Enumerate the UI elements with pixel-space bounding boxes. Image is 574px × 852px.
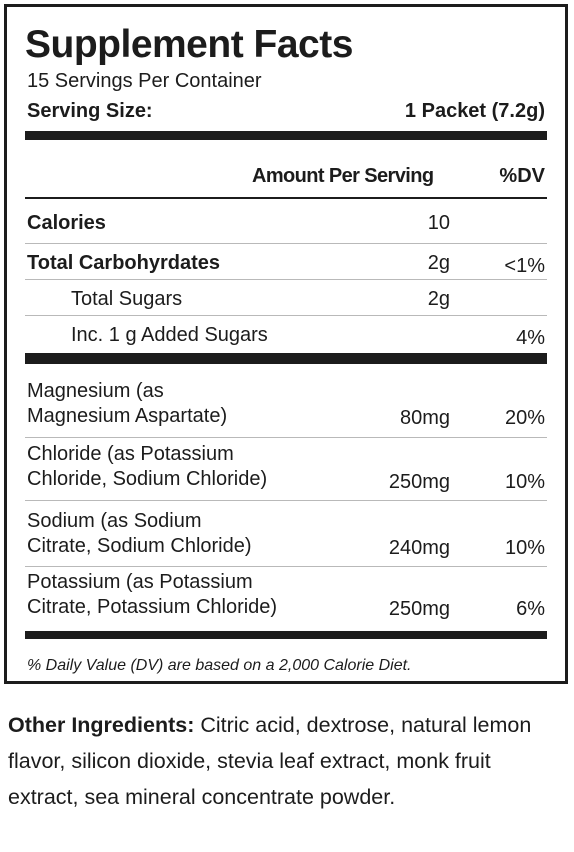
other-ingredients-text: Citric acid, dextrose, natural lemon fla… <box>8 713 532 809</box>
mineral-potassium-line2: Citrate, Potassium Chloride) <box>27 596 278 618</box>
divider-thin <box>25 243 547 244</box>
divider-thick <box>25 131 547 140</box>
mineral-sodium-amount: 240mg <box>388 537 450 559</box>
mineral-potassium-amount: 250mg <box>388 598 450 620</box>
mineral-chloride-line1: Chloride (as Potassium <box>27 443 234 465</box>
row-carbs-amount: 2g <box>427 252 450 274</box>
mineral-sodium-dv: 10% <box>504 537 545 559</box>
row-added-sugars-dv: 4% <box>516 327 545 349</box>
divider-thin <box>25 500 547 501</box>
row-sugars-amount: 2g <box>427 288 450 310</box>
panel-title: Supplement Facts <box>25 23 353 66</box>
row-carbs-dv: <1% <box>504 255 545 277</box>
row-calories-amount: 10 <box>427 212 450 234</box>
mineral-chloride-line2: Chloride, Sodium Chloride) <box>27 468 268 490</box>
mineral-potassium-line1: Potassium (as Potassium <box>27 571 253 593</box>
divider-thick <box>25 353 547 364</box>
servings-per-container: 15 Servings Per Container <box>27 70 262 92</box>
supplement-facts-panel: Supplement Facts 15 Servings Per Contain… <box>4 4 568 684</box>
row-sugars-name: Total Sugars <box>71 288 183 310</box>
divider-thin <box>25 315 547 316</box>
mineral-magnesium-dv: 20% <box>504 407 545 429</box>
mineral-chloride-amount: 250mg <box>388 471 450 493</box>
mineral-chloride-dv: 10% <box>504 471 545 493</box>
divider-thin <box>25 279 547 280</box>
divider-thin <box>25 566 547 567</box>
divider-thin <box>25 437 547 438</box>
daily-value-footnote: % Daily Value (DV) are based on a 2,000 … <box>27 657 412 674</box>
row-carbs-name: Total Carbohyrdates <box>27 252 220 274</box>
other-ingredients: Other Ingredients: Citric acid, dextrose… <box>8 707 564 815</box>
serving-size-value: 1 Packet (7.2g) <box>404 100 545 122</box>
dv-header: %DV <box>499 165 545 187</box>
row-calories-name: Calories <box>27 212 106 234</box>
mineral-sodium-line2: Citrate, Sodium Chloride) <box>27 535 252 557</box>
amount-per-serving-header: Amount Per Serving <box>252 165 434 187</box>
mineral-magnesium-amount: 80mg <box>399 407 450 429</box>
mineral-sodium-line1: Sodium (as Sodium <box>27 510 202 532</box>
mineral-potassium-dv: 6% <box>516 598 545 620</box>
other-ingredients-label: Other Ingredients: <box>8 713 195 737</box>
mineral-magnesium-line1: Magnesium (as <box>27 380 164 402</box>
divider-medium <box>25 197 547 199</box>
serving-size-label: Serving Size: <box>27 100 153 122</box>
mineral-magnesium-line2: Magnesium Aspartate) <box>27 405 228 427</box>
divider-thick <box>25 631 547 639</box>
row-added-sugars-name: Inc. 1 g Added Sugars <box>71 324 268 346</box>
